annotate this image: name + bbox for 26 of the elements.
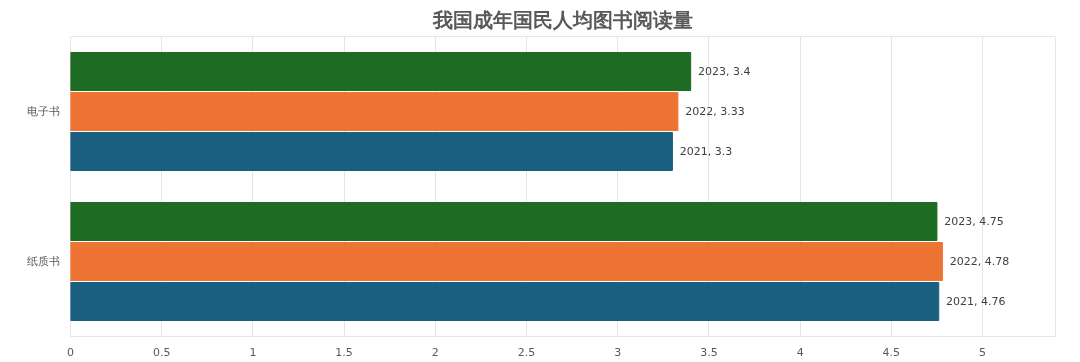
x-tick-label: 1: [249, 345, 257, 359]
data-label: 2021, 3.3: [679, 145, 733, 158]
y-tick-label: 电子书: [26, 105, 60, 118]
x-tick-label: 5: [979, 345, 987, 359]
data-label: 2022, 3.33: [685, 105, 745, 118]
x-tick-label: 0.5: [152, 345, 171, 359]
x-tick-label: 0: [67, 345, 74, 359]
x-tick-label: 3.5: [700, 345, 718, 359]
bar: [70, 242, 943, 281]
bar: [70, 92, 679, 131]
chart-title: 我国成年国民人均图书阅读量: [432, 7, 693, 32]
x-tick-label: 4: [796, 345, 804, 359]
x-tick-label: 4.5: [882, 345, 901, 359]
x-tick-label: 3: [614, 345, 622, 359]
data-label: 2023, 3.4: [697, 65, 751, 78]
data-label: 2022, 4.78: [949, 255, 1010, 268]
x-tick-label: 1.5: [335, 345, 353, 359]
data-label: 2023, 4.75: [944, 215, 1004, 228]
bar: [70, 52, 692, 91]
x-tick-label: 2: [431, 345, 439, 359]
data-label: 2021, 4.76: [946, 295, 1006, 308]
y-tick-label: 纸质书: [26, 255, 60, 268]
bar: [70, 282, 940, 321]
bar: [70, 202, 938, 241]
x-tick-label: 2.5: [517, 345, 536, 359]
bar: [70, 132, 673, 171]
